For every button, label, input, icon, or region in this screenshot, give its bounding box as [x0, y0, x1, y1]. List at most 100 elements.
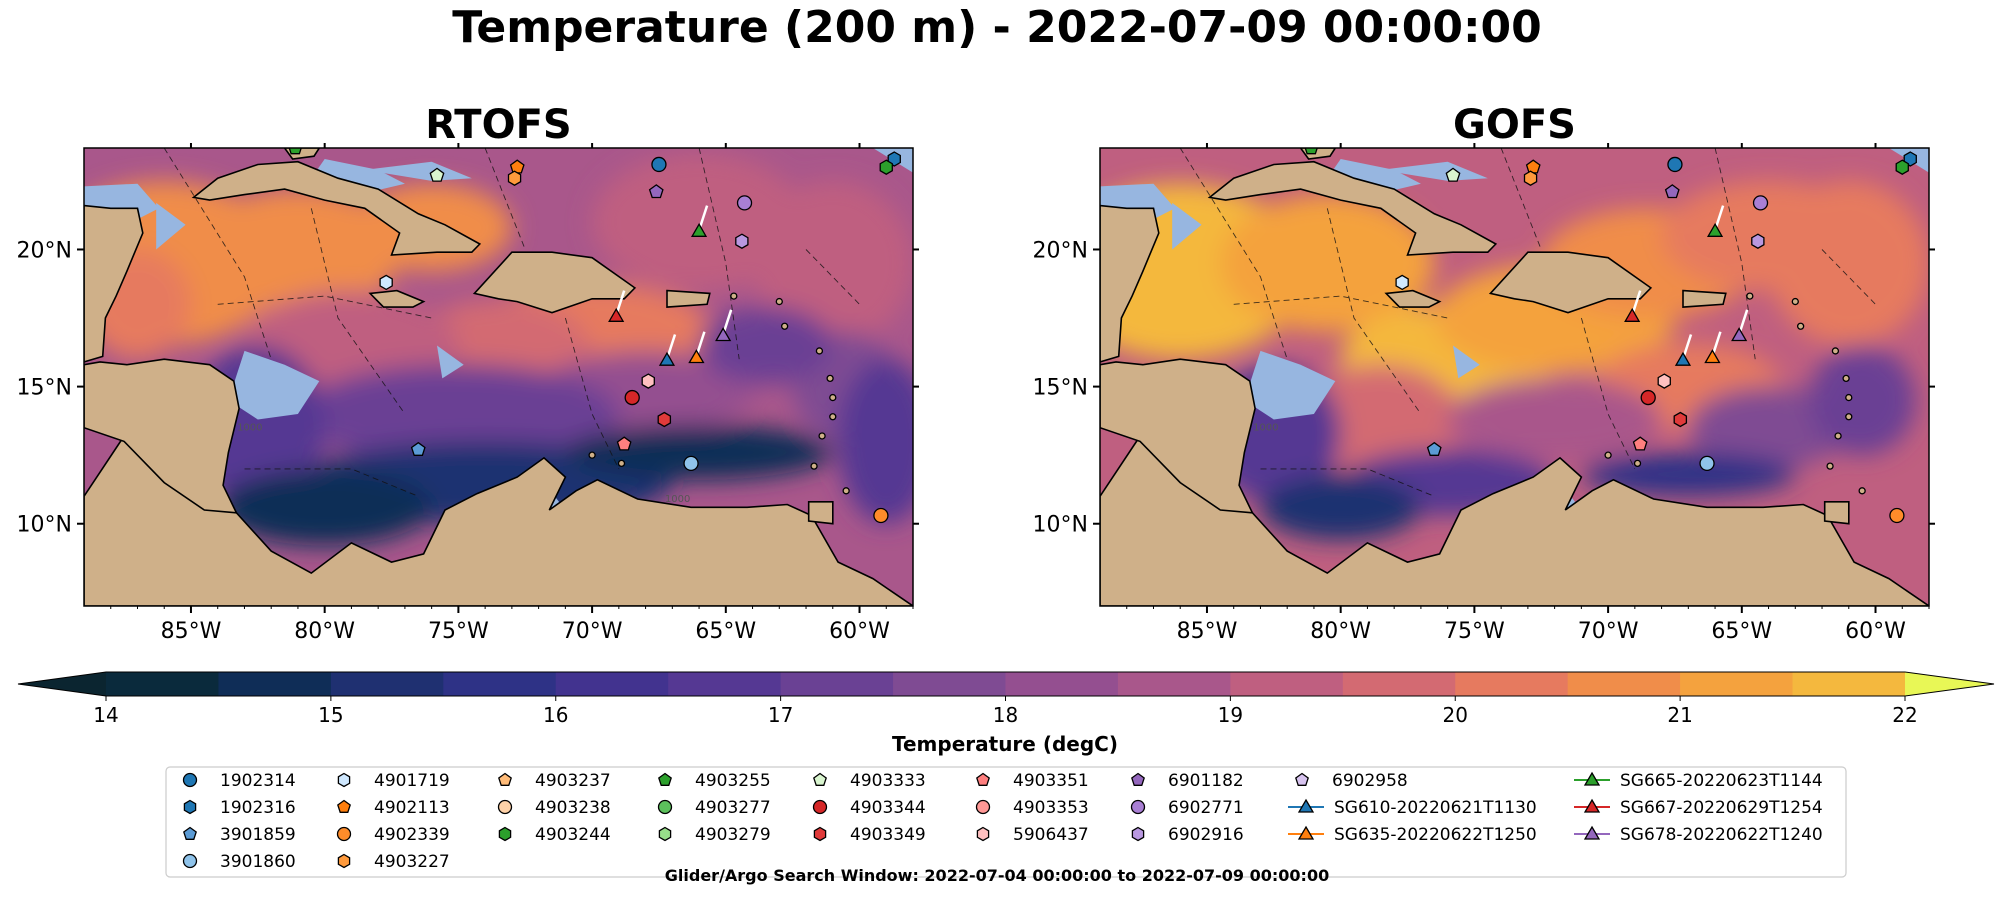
island [810, 462, 818, 470]
colorbar-under-extension [18, 672, 106, 696]
temperature-patch [699, 307, 833, 384]
observation-4902339 [873, 507, 889, 524]
puertoRico-landmass [666, 289, 711, 308]
legend-circle-icon [975, 799, 991, 815]
legend-label: 4902339 [374, 825, 450, 845]
observation-3901860 [1699, 455, 1715, 472]
observation-4903255 [1304, 148, 1318, 155]
island [829, 413, 837, 421]
legend-entry: SG610-20220621T1130 [1288, 798, 1537, 818]
observation-4902339 [1889, 507, 1905, 524]
observation-3901860 [683, 455, 699, 472]
island [775, 297, 783, 306]
x-tick-label: 65°W [695, 619, 756, 644]
legend-entry: 5906437 [976, 825, 1089, 845]
observation-4903227 [507, 170, 522, 186]
observation-markers [288, 148, 901, 524]
legend-label: 4903279 [695, 825, 771, 845]
observation-4903244 [879, 159, 893, 175]
island [730, 292, 738, 300]
island [588, 451, 596, 459]
island [842, 487, 850, 495]
observation-4903351 [1632, 436, 1648, 451]
legend-label: 4903244 [535, 825, 611, 845]
legend-triangle-icon [1583, 771, 1601, 786]
legend-label: 4902113 [374, 798, 450, 818]
observation-SG667-20220629T1254 [1624, 307, 1641, 322]
panel-title: GOFS [1453, 102, 1576, 148]
colorbar-segment [555, 672, 669, 696]
boundary-line [217, 295, 432, 319]
y-tick-label: 15°N [17, 376, 72, 401]
legend-label: SG678-20220622T1240 [1620, 825, 1823, 845]
gofs-map-panel: 1000 GOFS 85°W 80°W 75°W 70°W 65°W 60°W 10°N 15°N… [1033, 102, 1935, 644]
observation-4901719 [379, 274, 393, 291]
island [815, 347, 824, 355]
legend-label: 1902314 [220, 771, 296, 791]
colorbar-tick-label: 19 [1218, 703, 1243, 727]
temperature-patch [297, 364, 619, 464]
observation-4903333 [429, 167, 445, 182]
legend-entry: 6902916 [1131, 825, 1244, 845]
island [1604, 451, 1612, 459]
island [829, 393, 837, 402]
observation-6902916 [1751, 233, 1765, 249]
legend-hexagon-icon [658, 826, 672, 842]
map-frame [1099, 147, 1930, 607]
colorbar-tick-label: 17 [768, 703, 793, 727]
colorbar-segment [1230, 672, 1344, 696]
legend-pentagon-icon [658, 772, 672, 786]
legend-label: 1902316 [220, 798, 296, 818]
observation-SG610-20220621T1130 [658, 351, 676, 366]
temperature-patch [1300, 364, 1462, 475]
boundary-line [805, 249, 860, 305]
colorbar-segment [218, 672, 332, 696]
shallow-shelf [1453, 345, 1480, 379]
colorbar-segment [1005, 672, 1119, 696]
island [1826, 462, 1834, 470]
y-tick-label: 15°N [1033, 376, 1088, 401]
colorbar-segment [1455, 672, 1569, 696]
temperature-patch [838, 359, 913, 524]
shallow-shelf [1172, 202, 1202, 250]
yucatan-landmass [84, 204, 144, 363]
legend-hexagon-icon [337, 772, 351, 788]
panel-title: RTOFS [425, 102, 571, 148]
x-tick-label: 70°W [562, 619, 623, 644]
depth-contour-label: 1000 [237, 422, 262, 433]
legend-label: SG665-20220623T1144 [1620, 771, 1823, 791]
boundary-line [163, 148, 272, 360]
shallow-shelf [1380, 161, 1488, 181]
y-axis-ticks: 10°N 15°N 20°N [17, 238, 919, 538]
island [818, 432, 826, 440]
observation-1902314 [651, 156, 667, 173]
hispaniola-landmass [1488, 251, 1653, 314]
legend-entry: 4903255 [658, 771, 771, 791]
legend-entry: 6902958 [1295, 771, 1408, 791]
legend-label: SG667-20220629T1254 [1620, 798, 1823, 818]
island [1845, 393, 1853, 402]
boundary-line [310, 208, 406, 415]
map-content: 1000 [1100, 148, 1929, 606]
legend-pentagon-icon [976, 772, 990, 786]
shallow-shelf [228, 350, 320, 420]
observation-SG678-20220622T1240 [715, 327, 732, 342]
temperature-patch [752, 180, 913, 346]
observation-4903255 [288, 148, 302, 155]
boundary-line [1821, 249, 1876, 305]
colorbar-segment [780, 672, 894, 696]
colorbar-tick-label: 16 [543, 703, 568, 727]
legend-entry: 4902113 [337, 798, 450, 818]
colorbar-tick-label: 20 [1443, 703, 1468, 727]
boundary-lines [163, 148, 860, 497]
puertoRico-landmass [1682, 289, 1727, 308]
map-frame [83, 147, 914, 607]
legend-triangle-icon [1583, 798, 1601, 813]
legend-hexagon-icon [498, 826, 512, 842]
legend-entry: 6901182 [1131, 771, 1244, 791]
legend-label: 4903353 [1013, 798, 1089, 818]
boundary-line [1326, 208, 1422, 415]
island [780, 322, 789, 330]
y-tick-label: 20°N [1033, 238, 1088, 263]
legend-triangle-icon [1297, 798, 1315, 813]
